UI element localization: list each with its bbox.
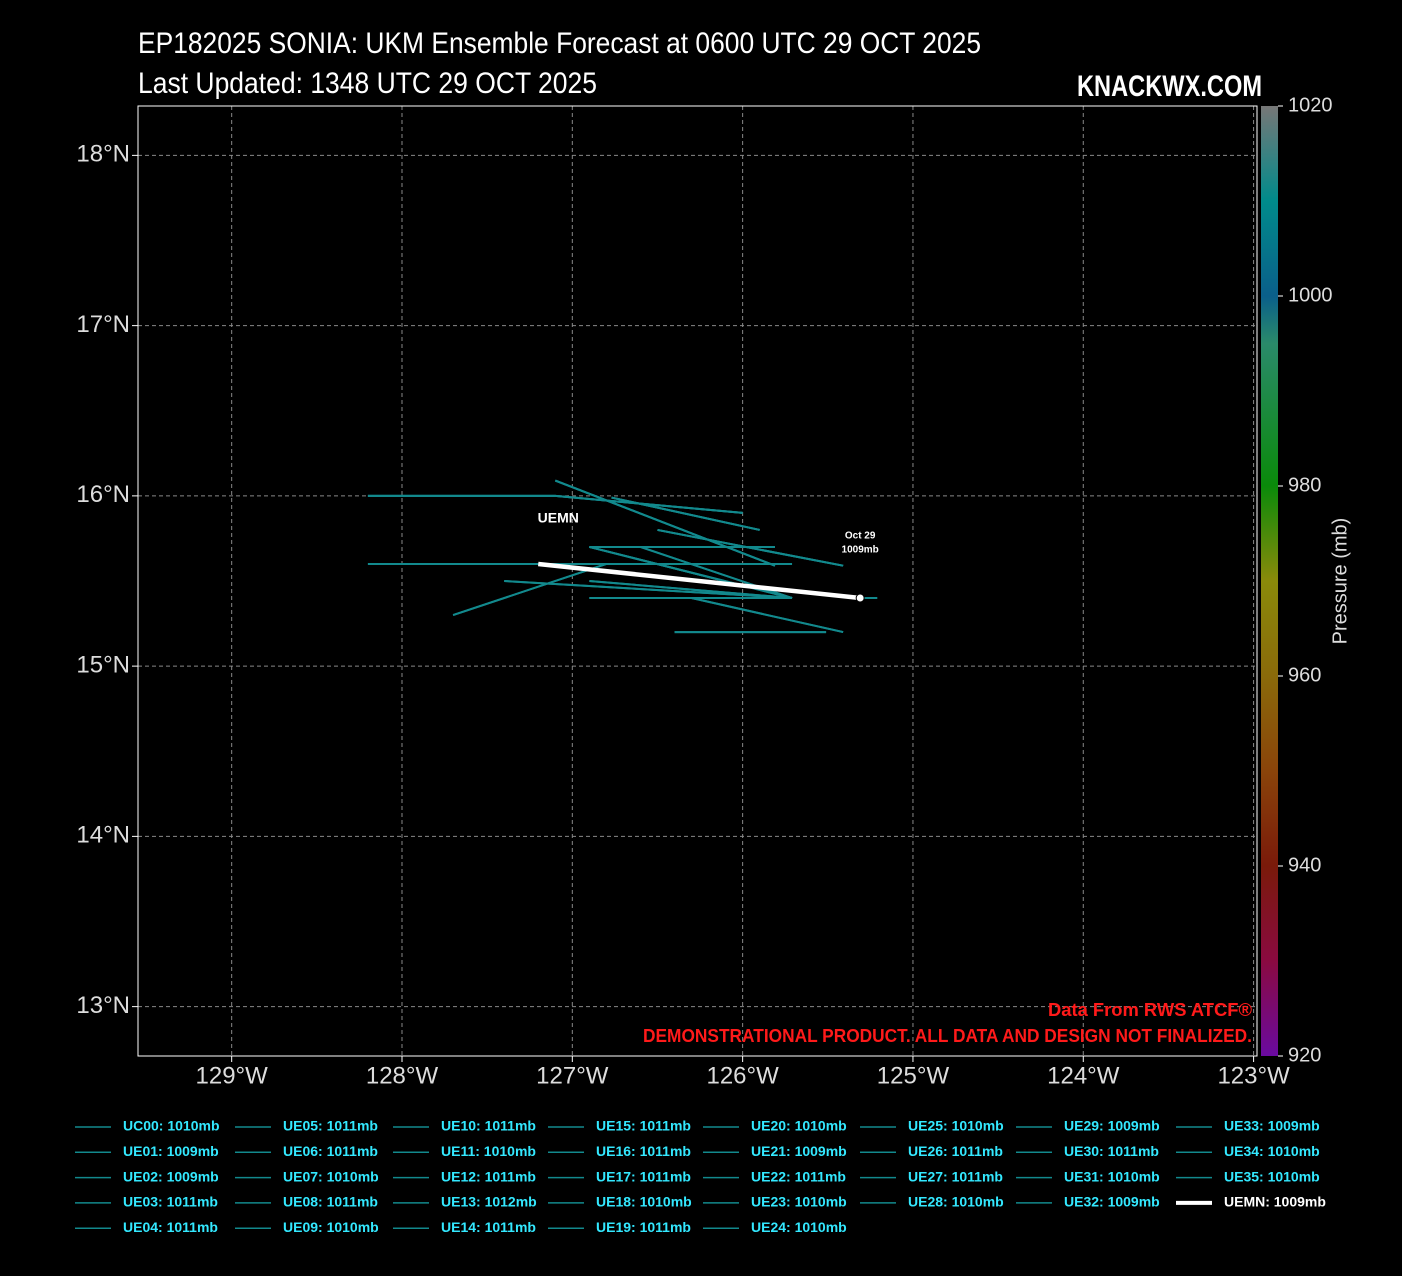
colorbar-tick-label: 1000 xyxy=(1288,284,1333,306)
plot-area: UEMN Oct 29 1009mb xyxy=(138,106,1257,1056)
legend-label: UE28: 1010mb xyxy=(908,1194,1004,1210)
member-track xyxy=(691,597,844,634)
colorbar-tick-label: 960 xyxy=(1288,664,1321,686)
legend-label: UC00: 1010mb xyxy=(123,1118,220,1134)
member-track xyxy=(589,580,793,600)
x-tick-label: 129°W xyxy=(196,1062,269,1089)
x-tick-label: 124°W xyxy=(1047,1062,1120,1089)
footer-source: Data From RWS ATCF® xyxy=(1048,1000,1252,1020)
y-tick-label: 18°N xyxy=(76,141,130,168)
mean-end-label: Oct 29 xyxy=(845,531,876,542)
legend-label: UE35: 1010mb xyxy=(1224,1168,1320,1184)
colorbar-label: Pressure (mb) xyxy=(1329,518,1351,645)
legend-label: UE17: 1011mb xyxy=(596,1168,691,1184)
chart-title: EP182025 SONIA: UKM Ensemble Forecast at… xyxy=(138,27,981,60)
legend-label: UE12: 1011mb xyxy=(441,1168,536,1184)
legend-label: UE30: 1011mb xyxy=(1064,1143,1159,1159)
y-tick-label: 13°N xyxy=(76,992,130,1019)
colorbar-tick-label: 920 xyxy=(1288,1044,1321,1066)
legend-label: UE19: 1011mb xyxy=(596,1219,691,1235)
mean-start-label: UEMN xyxy=(538,510,579,526)
member-track xyxy=(367,494,743,514)
y-tick-label: 16°N xyxy=(76,481,130,508)
legend-label: UE13: 1012mb xyxy=(441,1194,537,1210)
legend-label: UE34: 1010mb xyxy=(1224,1143,1320,1159)
legend-label: UE11: 1010mb xyxy=(441,1143,536,1159)
mean-track xyxy=(538,561,861,601)
legend-label: UE26: 1011mb xyxy=(908,1143,1003,1159)
colorbar xyxy=(1261,106,1278,1056)
legend-label: UE21: 1009mb xyxy=(751,1143,847,1159)
legend-label: UE15: 1011mb xyxy=(596,1118,691,1134)
watermark: KNACKWX.COM xyxy=(1077,70,1262,103)
mean-end-label: 1009mb xyxy=(842,545,879,556)
y-tick-label: 15°N xyxy=(76,651,130,678)
legend-label: UE20: 1010mb xyxy=(751,1118,847,1134)
legend-label: UE22: 1011mb xyxy=(751,1168,846,1184)
legend-label: UE02: 1009mb xyxy=(123,1168,219,1184)
y-tick-label: 14°N xyxy=(76,822,130,849)
legend-label: UE31: 1010mb xyxy=(1064,1168,1160,1184)
member-track xyxy=(611,496,760,531)
member-track xyxy=(589,545,793,599)
legend-label: UE27: 1011mb xyxy=(908,1168,1003,1184)
colorbar-tick-label: 940 xyxy=(1288,854,1321,876)
legend-label: UE18: 1010mb xyxy=(596,1194,692,1210)
legend-label: UE16: 1011mb xyxy=(596,1143,691,1159)
legend-label: UE23: 1010mb xyxy=(751,1194,847,1210)
member-track xyxy=(554,479,776,567)
x-tick-label: 128°W xyxy=(366,1062,439,1089)
legend-label: UE32: 1009mb xyxy=(1064,1194,1160,1210)
footer-disclaimer: DEMONSTRATIONAL PRODUCT. ALL DATA AND DE… xyxy=(643,1026,1252,1046)
y-tick-label: 17°N xyxy=(76,311,130,338)
colorbar-tick-label: 1020 xyxy=(1288,94,1333,116)
x-tick-label: 125°W xyxy=(877,1062,950,1089)
x-tick-label: 126°W xyxy=(706,1062,779,1089)
legend-label: UE24: 1010mb xyxy=(751,1219,847,1235)
x-tick-label: 127°W xyxy=(536,1062,609,1089)
legend-label: UE25: 1010mb xyxy=(908,1118,1004,1134)
colorbar-tick-label: 980 xyxy=(1288,474,1321,496)
legend-label: UE29: 1009mb xyxy=(1064,1118,1160,1134)
legend-label: UE07: 1010mb xyxy=(283,1168,379,1184)
legend-label: UE06: 1011mb xyxy=(283,1143,378,1159)
legend-label: UE09: 1010mb xyxy=(283,1219,379,1235)
legend-label: UE08: 1011mb xyxy=(283,1194,378,1210)
legend-label: UE14: 1011mb xyxy=(441,1219,536,1235)
chart-subtitle: Last Updated: 1348 UTC 29 OCT 2025 xyxy=(138,67,597,100)
legend-label: UEMN: 1009mb xyxy=(1224,1194,1326,1210)
mean-end-point xyxy=(855,593,865,603)
legend-label: UE01: 1009mb xyxy=(123,1143,219,1159)
member-track xyxy=(452,563,607,616)
member-track xyxy=(504,580,793,600)
legend-label: UE33: 1009mb xyxy=(1224,1118,1320,1134)
legend-label: UE03: 1011mb xyxy=(123,1194,218,1210)
x-tick-label: 123°W xyxy=(1217,1062,1290,1089)
legend-label: UE10: 1011mb xyxy=(441,1118,536,1134)
plot-frame xyxy=(137,105,1258,1057)
legend-label: UE04: 1011mb xyxy=(123,1219,218,1235)
legend-label: UE05: 1011mb xyxy=(283,1118,378,1134)
